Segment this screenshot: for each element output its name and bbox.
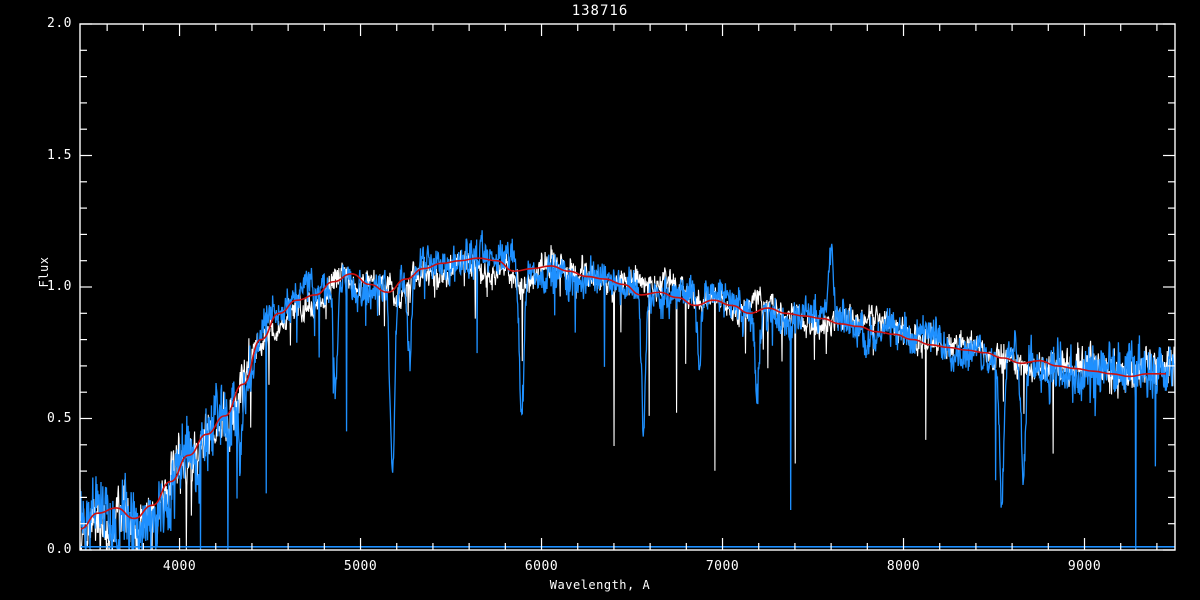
x-axis-label: Wavelength, A bbox=[549, 578, 651, 592]
y-tick-label: 1.0 bbox=[47, 279, 72, 294]
x-tick-label: 9000 bbox=[1067, 559, 1102, 574]
x-tick-label: 8000 bbox=[886, 559, 921, 574]
x-tick-label: 6000 bbox=[524, 559, 559, 574]
x-tick-label: 7000 bbox=[705, 559, 740, 574]
plot-title: 138716 bbox=[571, 3, 629, 19]
y-tick-label: 0.5 bbox=[47, 410, 72, 426]
observed-spectrum-blue-trace bbox=[80, 230, 1175, 550]
smooth-model-red-trace bbox=[80, 257, 1166, 530]
y-tick-label: 1.5 bbox=[47, 147, 72, 163]
data-traces bbox=[80, 230, 1175, 550]
x-tick-label: 5000 bbox=[343, 559, 378, 574]
y-tick-label: 0.0 bbox=[47, 542, 72, 557]
x-tick-label: 4000 bbox=[162, 559, 197, 574]
y-tick-label: 2.0 bbox=[47, 16, 72, 31]
